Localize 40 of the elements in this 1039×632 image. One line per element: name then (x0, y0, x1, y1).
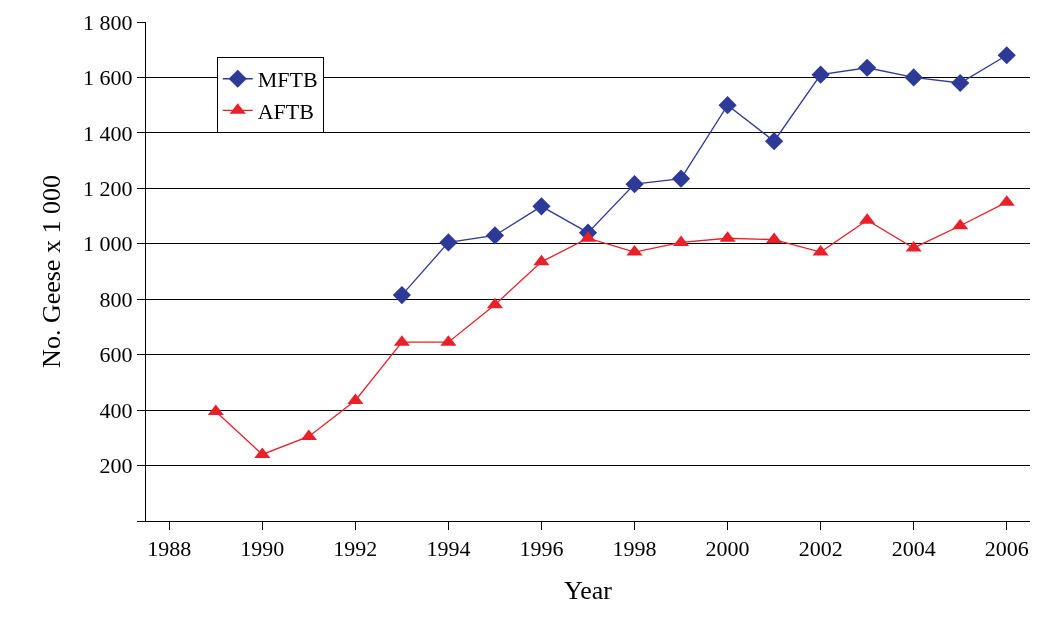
point (392, 285, 411, 305)
point (485, 226, 505, 245)
y-tick-label: 1 400 (83, 120, 133, 146)
x-tick-label: 1990 (240, 536, 285, 562)
x-tick-label: 2002 (798, 536, 843, 562)
point (904, 68, 923, 87)
x-tick-label: 2006 (984, 536, 1029, 562)
y-tick-label: 600 (99, 342, 133, 368)
point (718, 96, 737, 115)
x-tick-label: 1992 (333, 536, 378, 562)
point (533, 254, 550, 266)
x-tick-label: 2004 (891, 536, 936, 562)
point (765, 132, 784, 151)
y-tick-label: 200 (99, 453, 133, 479)
x-tick-label: 1994 (426, 536, 471, 562)
y-tick-label: 1 200 (83, 176, 133, 202)
x-tick-label: 1996 (519, 536, 564, 562)
y-tick-label: 800 (99, 286, 133, 312)
y-tick-label: 400 (99, 397, 133, 423)
x-tick-label: 2000 (705, 536, 750, 562)
point (905, 240, 922, 252)
point (766, 232, 783, 244)
point (439, 233, 458, 252)
y-tick-label: 1 000 (83, 231, 133, 257)
y-axis-title: No. Geese x 1 000 (37, 175, 67, 368)
x-tick-label: 1998 (612, 536, 657, 562)
point (997, 46, 1016, 65)
point (625, 175, 644, 194)
y-tick-label: 1 800 (83, 9, 133, 35)
point (858, 58, 877, 77)
point (532, 197, 551, 216)
point (811, 65, 830, 84)
legend-label: AFTB (257, 98, 314, 124)
legend-label: MFTB (257, 67, 318, 93)
point (952, 218, 969, 230)
x-axis-title: Year (564, 576, 613, 606)
point (671, 169, 691, 188)
point (951, 73, 970, 93)
y-tick-label: 1 600 (83, 65, 133, 91)
x-tick-label: 1988 (147, 536, 192, 562)
